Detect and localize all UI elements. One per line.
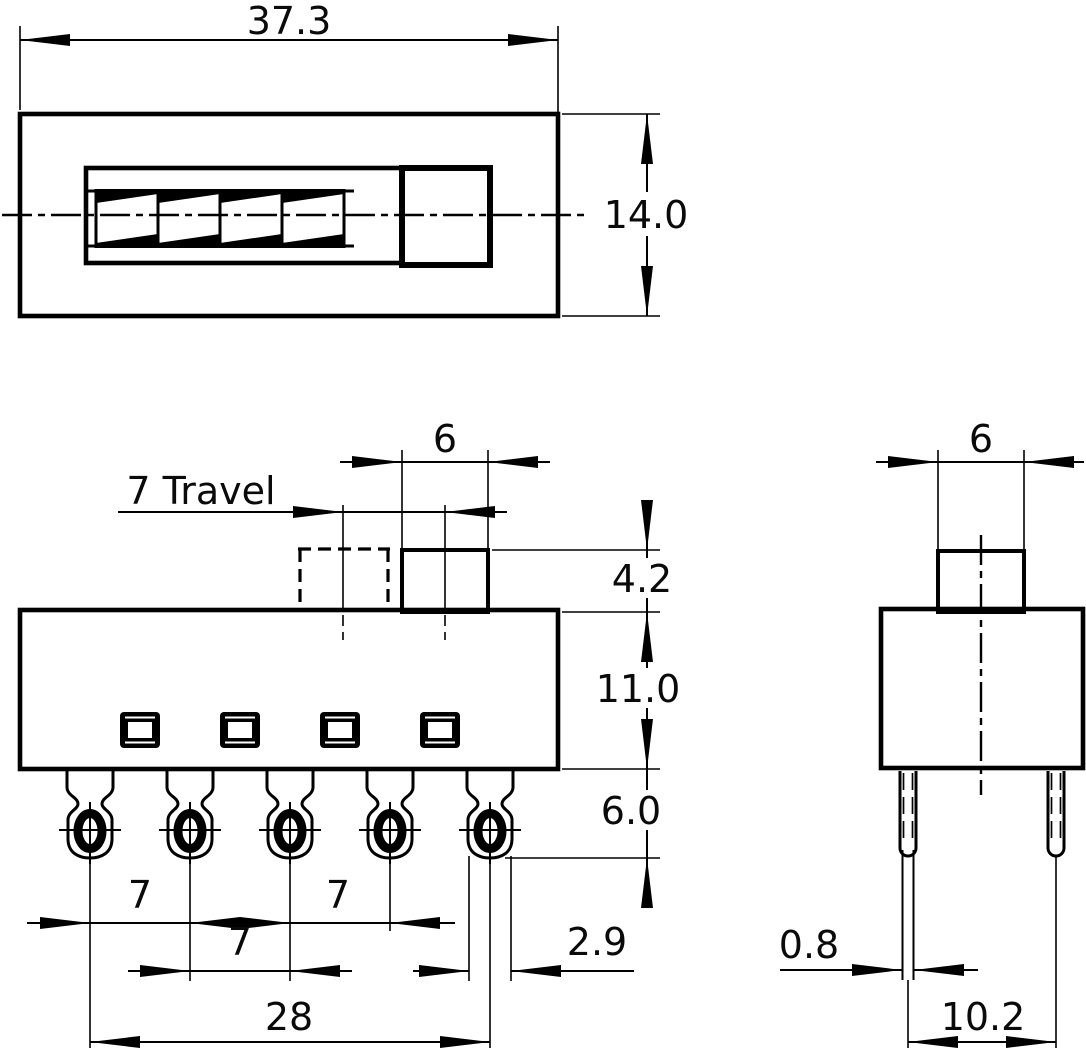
dim-pitch-row-2: 7 — [128, 920, 352, 977]
solder-lug-4 — [359, 771, 421, 864]
dim-terminal-spacing: 10.2 — [908, 995, 1056, 1048]
dim-knob-width-side: 6 — [876, 417, 1084, 468]
side-pin-right — [1046, 769, 1066, 858]
label-knob-width-side: 6 — [969, 417, 993, 461]
front-knob-alt-position — [298, 547, 390, 610]
side-knob — [936, 549, 1026, 614]
front-view: 6 7 Travel 4.2 11.0 — [17, 417, 688, 1048]
contact-window-2 — [219, 711, 261, 749]
contact-window-4 — [419, 711, 461, 749]
dim-terminal-span: 28 — [90, 995, 490, 1048]
side-pin-left — [898, 769, 918, 858]
dim-right-column: 4.2 11.0 6.0 — [492, 500, 688, 908]
label-knob-width-front: 6 — [433, 417, 457, 461]
label-overall-width: 37.3 — [247, 0, 332, 43]
dim-knob-width-front: 6 — [340, 417, 550, 468]
pin-extension-lines — [89, 856, 512, 1048]
solder-lug-2 — [159, 771, 221, 864]
dim-terminal-thickness: 0.8 — [779, 923, 978, 976]
top-view: 37.3 14.0 — [2, 0, 697, 319]
label-pitch-1-2: 7 — [128, 873, 152, 917]
solder-lug-5 — [459, 771, 521, 864]
label-knob-height: 4.2 — [612, 557, 672, 601]
solder-lug-3 — [259, 771, 321, 864]
label-pitch-3-4: 7 — [326, 873, 350, 917]
label-body-height: 11.0 — [596, 667, 681, 711]
dim-terminal-width: 2.9 — [413, 920, 634, 977]
label-terminal-spacing: 10.2 — [941, 995, 1026, 1039]
label-terminal-span: 28 — [265, 995, 313, 1039]
label-overall-height: 14.0 — [604, 193, 689, 237]
label-terminal-width: 2.9 — [567, 920, 627, 964]
solder-lug-1 — [59, 771, 121, 864]
front-body-outline — [17, 607, 561, 772]
top-actuator-knob — [399, 165, 493, 268]
contact-window-1 — [119, 711, 161, 749]
label-terminal-length: 6.0 — [601, 789, 661, 833]
label-pitch-2-3: 7 — [228, 920, 252, 964]
side-body-outline — [878, 606, 1086, 771]
label-terminal-thickness: 0.8 — [779, 923, 839, 967]
label-travel: 7 Travel — [126, 469, 275, 513]
side-pin-tab — [901, 850, 915, 980]
top-serration — [88, 189, 354, 248]
dim-overall-width: 37.3 — [19, 0, 559, 112]
top-body-outline — [17, 111, 561, 319]
dim-travel: 7 Travel — [118, 469, 507, 518]
side-view: 6 0.8 10.2 — [779, 417, 1086, 1048]
contact-window-3 — [319, 711, 361, 749]
dim-overall-height: 14.0 — [562, 113, 697, 317]
dim-pitch-row-1: 7 7 — [27, 873, 455, 929]
